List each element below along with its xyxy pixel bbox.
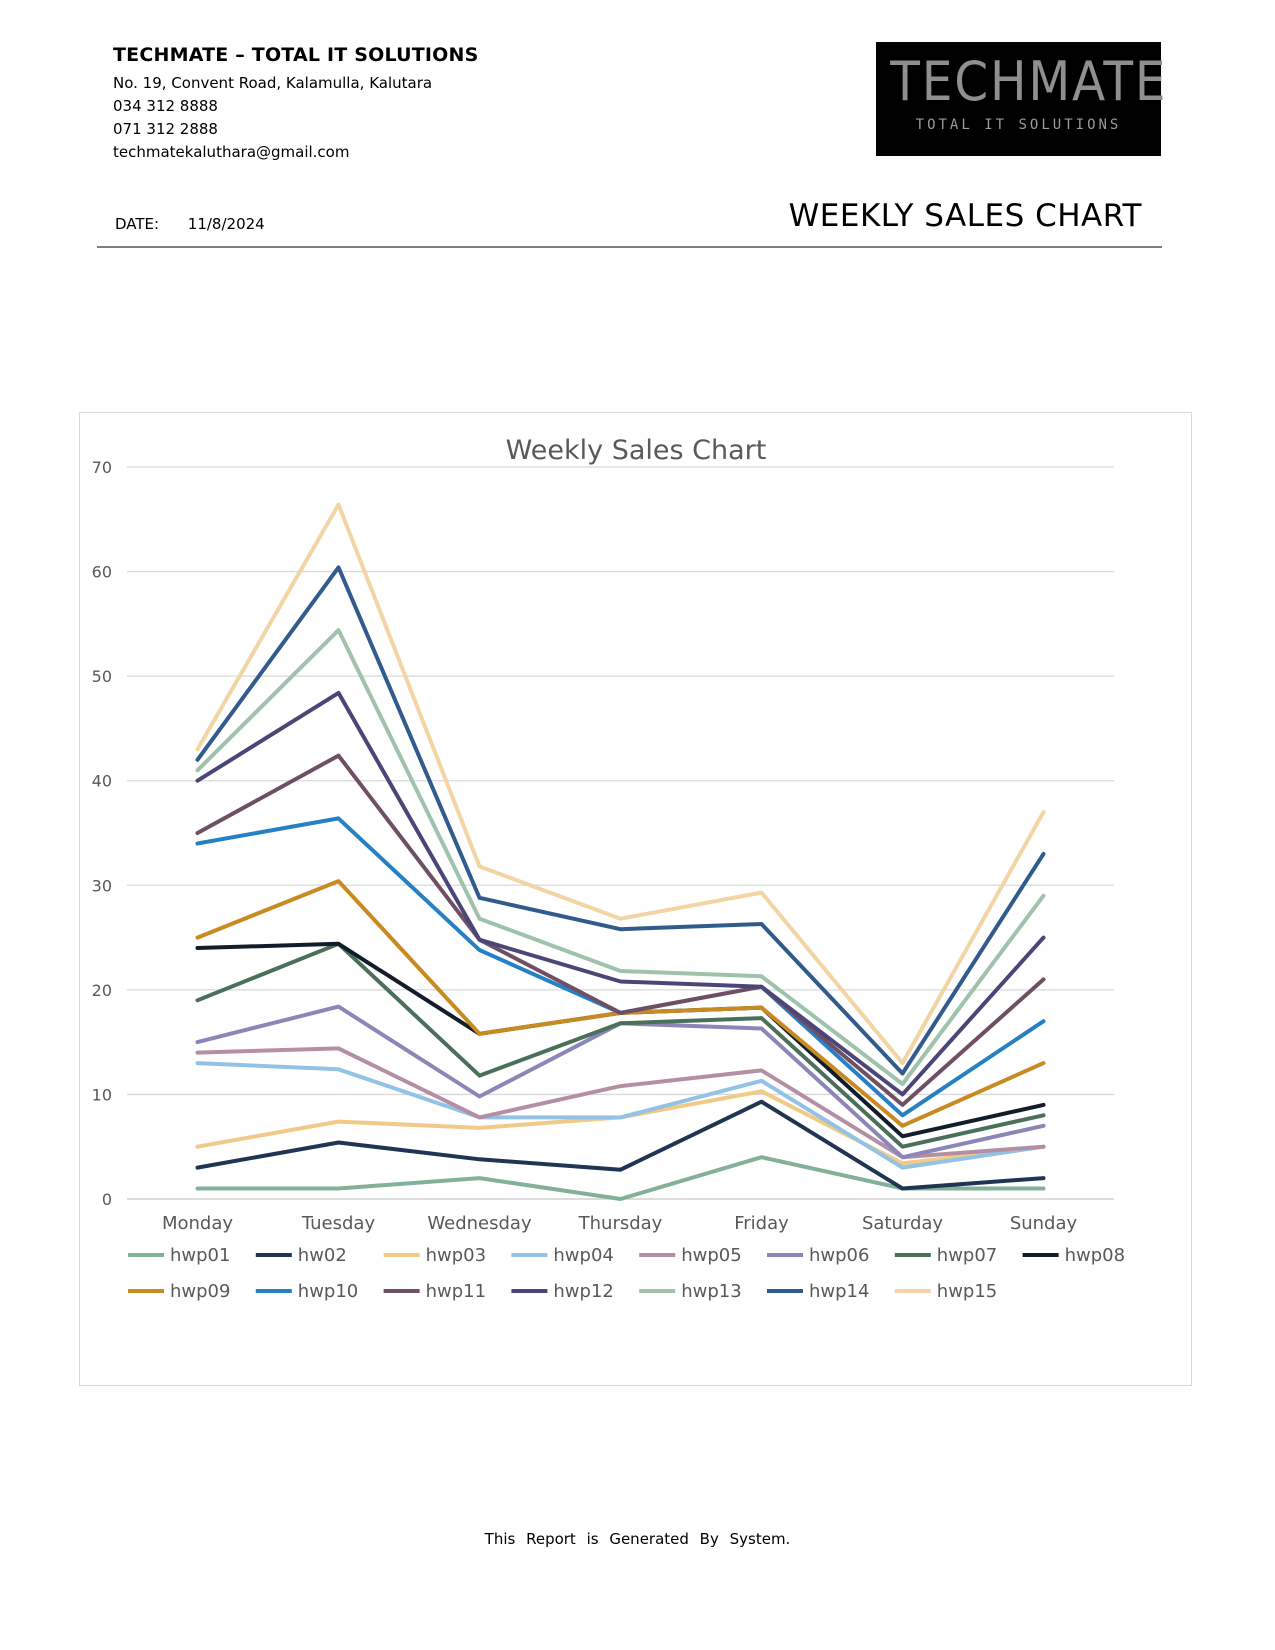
legend-item-hw02: hw02: [255, 1245, 347, 1266]
y-tick-label: 20: [92, 981, 112, 1000]
legend-label: hwp12: [553, 1281, 613, 1302]
company-name: TECHMATE – TOTAL IT SOLUTIONS: [113, 44, 479, 66]
legend-item-hwp08: hwp08: [1022, 1245, 1125, 1266]
x-tick-label: Wednesday: [427, 1213, 532, 1234]
series-line-hwp15: [195, 502, 1046, 1066]
legend-label: hwp03: [426, 1245, 486, 1266]
line-chart: Weekly Sales Chart 0 10 20 30 40 50 60 70 Monday…: [92, 435, 1125, 1302]
company-phone-1: 034 312 8888: [113, 97, 218, 115]
y-tick-label: 40: [92, 772, 112, 791]
legend-item-hwp03: hwp03: [383, 1245, 486, 1266]
series-line-hwp04: [195, 1061, 1046, 1170]
legend-label: hwp01: [170, 1245, 230, 1266]
legend-label: hwp07: [937, 1245, 997, 1266]
series-line-hwp11: [195, 753, 1046, 1107]
legend-item-hwp12: hwp12: [511, 1281, 614, 1302]
x-tick-label: Saturday: [862, 1213, 943, 1234]
y-tick-label: 70: [92, 458, 112, 477]
company-logo: TECHMATE TOTAL IT SOLUTIONS: [876, 42, 1168, 156]
legend-item-hwp01: hwp01: [128, 1245, 230, 1266]
legend-label: hwp04: [553, 1245, 613, 1266]
legend-item-hwp15: hwp15: [894, 1281, 997, 1302]
date-label: DATE:: [115, 215, 160, 233]
legend-label: hw02: [298, 1245, 347, 1266]
y-tick-label: 0: [102, 1190, 112, 1209]
series-line-hwp13: [195, 628, 1046, 1086]
company-address: No. 19, Convent Road, Kalamulla, Kalutar…: [113, 74, 433, 92]
logo-sub-text: TOTAL IT SOLUTIONS: [915, 117, 1122, 133]
legend-item-hwp14: hwp14: [767, 1281, 869, 1302]
date-row: DATE: 11/8/2024: [115, 215, 265, 233]
footer-note: This Report is Generated By System.: [484, 1530, 791, 1548]
date-value: 11/8/2024: [187, 215, 265, 233]
header-divider: [97, 246, 1162, 248]
y-tick-label: 10: [92, 1085, 112, 1104]
series-line-hw02: [195, 1099, 1046, 1191]
legend-item-hwp05: hwp05: [639, 1245, 742, 1266]
legend-label: hwp09: [170, 1281, 230, 1302]
legend-item-hwp04: hwp04: [511, 1245, 614, 1266]
legend-label: hwp15: [937, 1281, 997, 1302]
legend-item-hwp09: hwp09: [128, 1281, 230, 1302]
legend-label: hwp10: [298, 1281, 358, 1302]
x-tick-label: Thursday: [578, 1213, 663, 1234]
y-tick-label: 30: [92, 876, 112, 895]
legend-label: hwp11: [426, 1281, 486, 1302]
series-line-hwp12: [195, 690, 1046, 1097]
series-line-hwp10: [195, 816, 1046, 1118]
x-tick-label: Friday: [734, 1213, 789, 1234]
series-line-hwp14: [195, 565, 1046, 1076]
chart-title: Weekly Sales Chart: [506, 435, 767, 466]
legend-label: hwp05: [681, 1245, 741, 1266]
x-tick-label: Tuesday: [301, 1213, 376, 1234]
legend-label: hwp13: [681, 1281, 741, 1302]
legend-label: hwp06: [809, 1245, 869, 1266]
legend-label: hwp14: [809, 1281, 869, 1302]
legend-item-hwp10: hwp10: [255, 1281, 358, 1302]
x-tick-label: Monday: [162, 1213, 233, 1234]
legend-item-hwp07: hwp07: [894, 1245, 997, 1266]
y-tick-label: 50: [92, 667, 112, 686]
logo-main-text: TECHMATE: [890, 50, 1168, 113]
report-title: WEEKLY SALES CHART: [788, 198, 1142, 234]
company-block: TECHMATE – TOTAL IT SOLUTIONS No. 19, Co…: [113, 44, 479, 164]
legend-item-hwp13: hwp13: [639, 1281, 742, 1302]
company-email: techmatekaluthara@gmail.com: [113, 143, 350, 161]
company-phone-2: 071 312 2888: [113, 120, 218, 138]
chart-frame: Weekly Sales Chart 0 10 20 30 40 50 60 70 Monday…: [79, 412, 1192, 1386]
y-tick-label: 60: [92, 563, 112, 582]
legend-item-hwp11: hwp11: [383, 1281, 486, 1302]
legend-label: hwp08: [1065, 1245, 1125, 1266]
x-tick-label: Sunday: [1010, 1213, 1078, 1234]
legend-item-hwp06: hwp06: [767, 1245, 869, 1266]
